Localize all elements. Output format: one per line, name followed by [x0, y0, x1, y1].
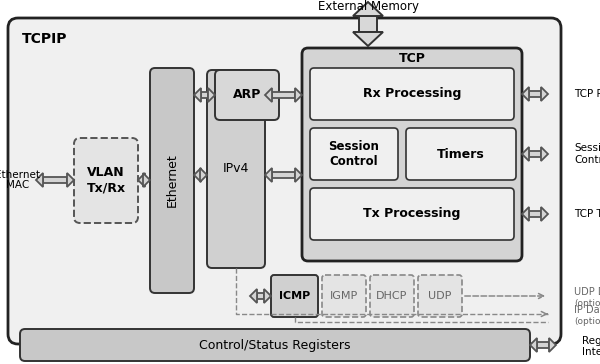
Text: Timers: Timers — [437, 147, 485, 161]
Polygon shape — [208, 88, 215, 102]
Polygon shape — [522, 147, 529, 161]
Polygon shape — [530, 338, 537, 352]
Polygon shape — [265, 168, 272, 182]
Polygon shape — [257, 293, 264, 299]
Text: Control/Status Registers: Control/Status Registers — [199, 339, 351, 352]
Text: Tx Processing: Tx Processing — [364, 207, 461, 221]
Polygon shape — [541, 147, 548, 161]
Polygon shape — [537, 342, 549, 348]
Polygon shape — [138, 173, 145, 187]
FancyBboxPatch shape — [310, 128, 398, 180]
Polygon shape — [522, 207, 529, 221]
FancyBboxPatch shape — [74, 138, 138, 223]
FancyBboxPatch shape — [215, 70, 279, 120]
FancyBboxPatch shape — [8, 18, 561, 344]
Polygon shape — [541, 87, 548, 101]
Text: TCP Rx Data: TCP Rx Data — [574, 89, 600, 99]
Text: ICMP: ICMP — [279, 291, 310, 301]
FancyBboxPatch shape — [418, 275, 462, 317]
Text: (optional): (optional) — [574, 317, 600, 325]
FancyBboxPatch shape — [310, 68, 514, 120]
Text: MAC: MAC — [7, 180, 29, 190]
Polygon shape — [529, 151, 541, 157]
Text: UDP: UDP — [428, 291, 452, 301]
Text: ARP: ARP — [233, 88, 261, 102]
Polygon shape — [295, 168, 302, 182]
FancyBboxPatch shape — [310, 188, 514, 240]
Polygon shape — [43, 177, 67, 183]
Polygon shape — [143, 173, 150, 187]
Text: Rx Processing: Rx Processing — [363, 87, 461, 100]
Polygon shape — [194, 168, 201, 182]
Text: VLAN
Tx/Rx: VLAN Tx/Rx — [86, 166, 125, 194]
Text: TCPIP: TCPIP — [22, 32, 67, 46]
Polygon shape — [529, 91, 541, 97]
Text: Ethernet: Ethernet — [0, 170, 41, 180]
Polygon shape — [250, 289, 257, 303]
Polygon shape — [264, 289, 271, 303]
Text: TCP: TCP — [398, 52, 425, 66]
Text: Session
Control: Session Control — [329, 140, 379, 168]
FancyBboxPatch shape — [207, 70, 265, 268]
Polygon shape — [265, 88, 272, 102]
Polygon shape — [201, 92, 208, 98]
Text: IPv4: IPv4 — [223, 162, 249, 175]
Polygon shape — [353, 32, 383, 46]
Polygon shape — [36, 173, 43, 187]
Polygon shape — [272, 92, 295, 98]
Text: External Memory: External Memory — [317, 0, 419, 13]
Polygon shape — [529, 211, 541, 217]
Polygon shape — [67, 173, 74, 187]
Text: Session
Control: Session Control — [574, 143, 600, 165]
Polygon shape — [272, 172, 295, 178]
FancyBboxPatch shape — [271, 275, 318, 317]
Polygon shape — [200, 172, 201, 178]
Text: Ethernet: Ethernet — [166, 154, 179, 207]
FancyBboxPatch shape — [370, 275, 414, 317]
Polygon shape — [359, 16, 377, 32]
FancyBboxPatch shape — [150, 68, 194, 293]
FancyBboxPatch shape — [322, 275, 366, 317]
Text: DHCP: DHCP — [376, 291, 407, 301]
Polygon shape — [200, 168, 207, 182]
Polygon shape — [541, 207, 548, 221]
Polygon shape — [194, 88, 201, 102]
Polygon shape — [522, 87, 529, 101]
Text: Register: Register — [582, 336, 600, 346]
Text: TCP Tx Data: TCP Tx Data — [574, 209, 600, 219]
FancyBboxPatch shape — [406, 128, 516, 180]
FancyBboxPatch shape — [302, 48, 522, 261]
Text: Interface: Interface — [582, 347, 600, 357]
Text: (optional): (optional) — [574, 298, 600, 308]
Polygon shape — [295, 88, 302, 102]
FancyBboxPatch shape — [20, 329, 530, 361]
Text: UDP Data: UDP Data — [574, 287, 600, 297]
Polygon shape — [549, 338, 556, 352]
Polygon shape — [143, 177, 145, 183]
Polygon shape — [353, 2, 383, 16]
Text: IP Data: IP Data — [574, 305, 600, 315]
Text: IGMP: IGMP — [330, 291, 358, 301]
